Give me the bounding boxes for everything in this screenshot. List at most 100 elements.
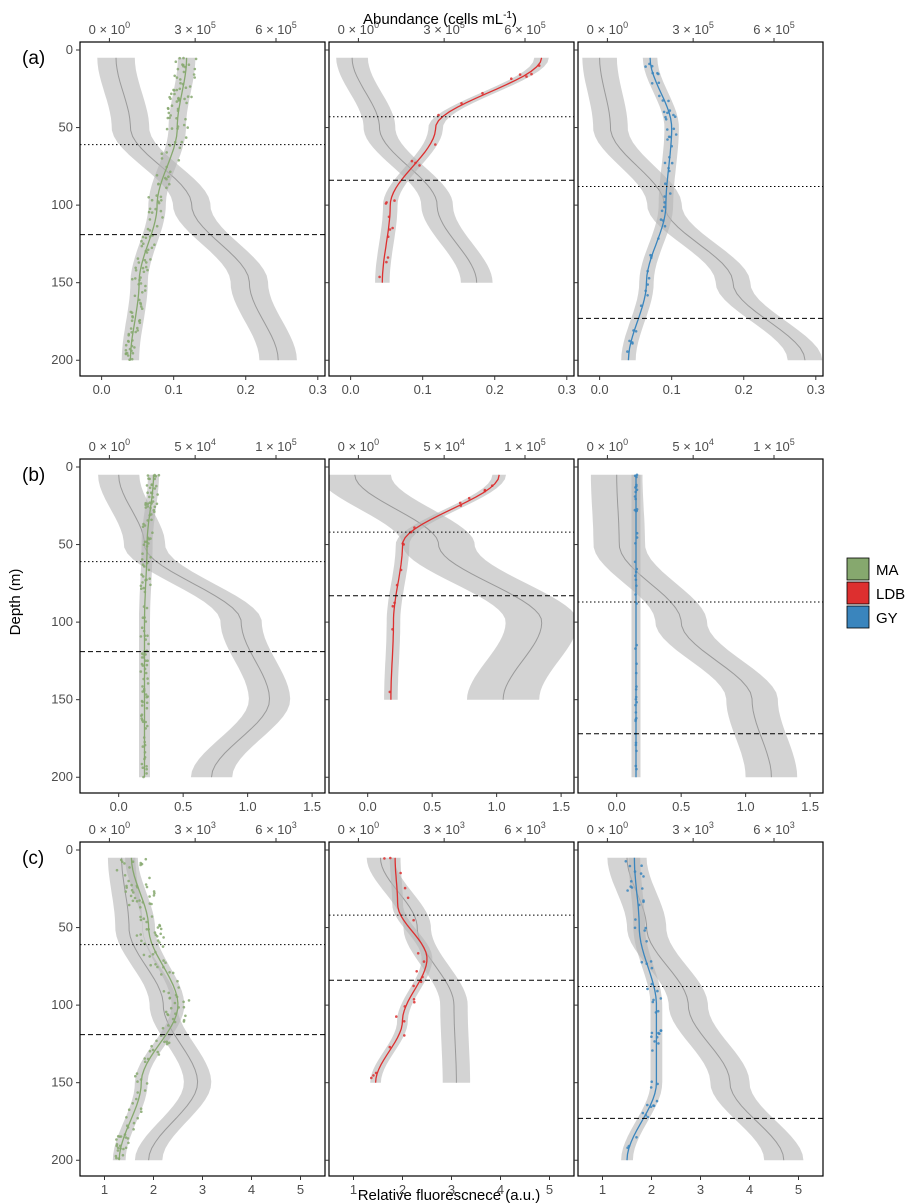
data-point	[163, 1040, 166, 1044]
data-point	[385, 201, 388, 204]
x-tick-label: 3	[697, 1182, 704, 1197]
top-tick-label: 6 × 103	[753, 820, 795, 837]
panels: 0.0 0.1 0.2 0.30 × 100 3 × 105 6 × 1050501001…	[22, 20, 825, 1197]
y-tick-label: 100	[51, 997, 73, 1012]
data-point	[146, 505, 150, 508]
data-point	[393, 199, 396, 202]
y-tick-label: 200	[51, 1152, 73, 1167]
data-point	[134, 266, 137, 270]
data-point	[670, 161, 674, 165]
data-point	[131, 899, 135, 903]
data-point	[141, 766, 145, 769]
data-point	[156, 1050, 159, 1054]
fluorescence-fit-line	[390, 474, 500, 700]
data-point	[151, 531, 154, 534]
data-point	[148, 207, 152, 211]
top-tick-label: 5 × 104	[423, 437, 465, 454]
x-tick-label: 0.5	[423, 799, 441, 814]
data-point	[139, 635, 143, 638]
data-point	[672, 113, 675, 117]
data-point	[372, 1074, 375, 1077]
data-point	[388, 1045, 392, 1049]
data-point	[148, 218, 152, 221]
top-tick-label: 3 × 105	[174, 20, 216, 37]
data-point	[148, 876, 151, 880]
data-point	[141, 616, 145, 619]
data-point	[136, 1080, 139, 1083]
data-point	[402, 1020, 406, 1023]
data-point	[136, 257, 140, 260]
data-point	[184, 86, 188, 89]
data-point	[419, 980, 423, 984]
x-tick-label: 1.5	[801, 799, 819, 814]
data-point	[437, 113, 440, 117]
y-tick-label: 0	[66, 42, 73, 57]
x-tick-label: 4	[746, 1182, 753, 1197]
data-point	[142, 917, 146, 920]
data-point	[177, 96, 180, 100]
y-tick-label: 0	[66, 459, 73, 474]
data-point	[168, 996, 172, 1000]
x-tick-label: 0.0	[359, 799, 377, 814]
data-point	[136, 326, 139, 330]
data-point	[149, 583, 152, 587]
data-point	[178, 146, 182, 150]
data-point	[650, 82, 654, 85]
data-point	[634, 330, 638, 333]
data-point	[650, 1080, 653, 1083]
data-point	[418, 164, 421, 167]
data-point	[661, 99, 665, 102]
abundance-ci-band	[366, 857, 471, 1083]
data-point	[650, 1031, 654, 1035]
panel-c-ma: 1 2 3 4 5 0 × 100 3 × 103 6 × 103 0 50 100 150 200 (c…	[22, 820, 326, 1197]
data-point	[510, 77, 513, 80]
data-point	[160, 973, 163, 976]
data-point	[664, 115, 667, 119]
y-tick-label: 150	[51, 275, 73, 290]
data-point	[136, 1091, 139, 1094]
top-tick-label: 3 × 105	[423, 20, 465, 37]
data-point	[127, 879, 130, 883]
data-point	[646, 1115, 650, 1119]
data-point	[159, 195, 163, 199]
x-tick-label: 1	[101, 1182, 108, 1197]
data-point	[168, 95, 171, 99]
data-point	[135, 1097, 138, 1101]
data-point	[122, 1147, 125, 1151]
data-point	[115, 1138, 118, 1141]
panel-a-ma: 0.0 0.1 0.2 0.3 0 × 100 3 × 105 6 × 105 0 50 100 1…	[22, 20, 327, 397]
data-point	[144, 284, 147, 288]
data-point	[153, 243, 156, 246]
data-point	[142, 543, 146, 546]
legend-label-ma: MA	[876, 562, 899, 579]
abundance-ci-band	[329, 474, 574, 700]
data-point	[144, 883, 148, 886]
data-point	[123, 862, 126, 865]
data-point	[144, 501, 147, 505]
data-point	[663, 161, 667, 165]
data-point	[182, 1020, 186, 1023]
top-tick-label: 0 × 100	[89, 437, 131, 454]
fluorescence-ci-band	[112, 857, 185, 1161]
abundance-fit-line	[115, 57, 279, 361]
y-tick-label: 50	[59, 537, 73, 552]
x-tick-label: 1	[599, 1182, 606, 1197]
abundance-ci-band	[582, 57, 823, 361]
data-point	[155, 224, 159, 228]
top-tick-label: 6 × 105	[753, 20, 795, 37]
data-point	[132, 1121, 136, 1125]
data-point	[149, 258, 152, 261]
data-point	[134, 330, 137, 334]
data-point	[148, 495, 151, 499]
data-point	[168, 182, 171, 186]
data-point	[641, 887, 644, 890]
data-point	[166, 1013, 170, 1017]
data-point	[658, 1032, 661, 1035]
data-point	[176, 979, 179, 983]
data-point	[167, 991, 170, 995]
data-point	[143, 540, 147, 544]
data-point	[148, 577, 151, 580]
data-point	[175, 76, 179, 79]
data-point	[147, 642, 150, 646]
data-point	[190, 95, 193, 99]
